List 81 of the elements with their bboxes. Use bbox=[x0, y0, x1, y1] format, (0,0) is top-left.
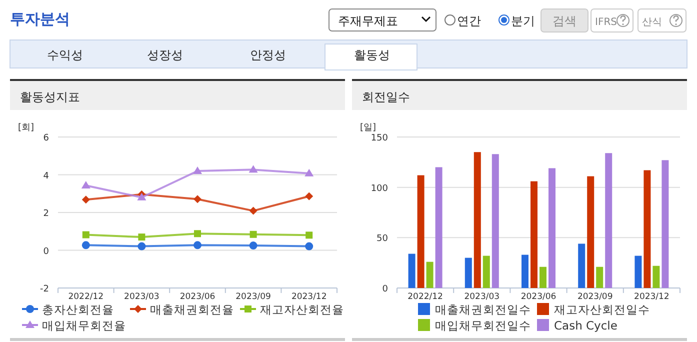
bar bbox=[578, 244, 586, 288]
y-axis-title: [회] bbox=[18, 123, 34, 133]
point bbox=[193, 166, 202, 174]
text: 연간 bbox=[457, 14, 481, 28]
x-tick-label: 2023/06 bbox=[520, 292, 556, 302]
bar bbox=[587, 176, 594, 288]
text: IFRS bbox=[595, 17, 617, 28]
bar bbox=[426, 262, 434, 288]
point bbox=[305, 242, 314, 250]
y-tick-label: 4 bbox=[43, 171, 50, 182]
y-tick-label: 2 bbox=[43, 209, 49, 219]
x-tick-label: 2023/12 bbox=[634, 292, 670, 302]
point bbox=[138, 242, 146, 250]
x-tick-label: 2023/03 bbox=[464, 292, 500, 302]
text: 활동성 bbox=[354, 48, 390, 62]
y-tick-label: 6 bbox=[43, 134, 50, 144]
bar bbox=[492, 154, 499, 288]
point bbox=[194, 230, 201, 238]
point bbox=[82, 231, 90, 238]
text: 성장성 bbox=[147, 48, 183, 62]
y-tick-label: 100 bbox=[370, 184, 388, 194]
bar bbox=[464, 258, 472, 288]
text: 투자분석 bbox=[10, 10, 70, 28]
y-tick-label: 50 bbox=[376, 234, 388, 244]
x-tick-label: 2023/03 bbox=[124, 292, 160, 302]
bar bbox=[530, 181, 538, 288]
text: 주재무제표 bbox=[338, 14, 398, 28]
bar bbox=[634, 256, 642, 288]
bar bbox=[662, 160, 669, 288]
bar bbox=[548, 168, 556, 288]
text: 수익성 bbox=[47, 48, 83, 62]
point bbox=[305, 192, 314, 200]
text: 분기 bbox=[511, 14, 535, 28]
point bbox=[306, 232, 313, 239]
bar bbox=[474, 152, 481, 288]
bar bbox=[417, 175, 424, 288]
chart-title: 활동성지표 bbox=[20, 90, 80, 104]
x-tick-label: 2022/12 bbox=[68, 292, 104, 302]
legend-label: 매입채무회전율 bbox=[42, 318, 126, 332]
x-tick-label: 2023/06 bbox=[180, 292, 216, 302]
text: 산식 bbox=[642, 17, 662, 28]
point bbox=[82, 196, 90, 204]
bar bbox=[408, 254, 416, 288]
bar bbox=[596, 266, 604, 288]
legend-label: Cash Cycle bbox=[554, 318, 618, 332]
point bbox=[194, 195, 202, 204]
legend-label: 총자산회전율 bbox=[42, 302, 114, 316]
point bbox=[81, 181, 90, 189]
bar bbox=[644, 170, 651, 288]
x-tick-label: 2022/12 bbox=[408, 292, 443, 302]
text: 안정성 bbox=[250, 48, 286, 62]
y-axis-title: [일] bbox=[360, 123, 376, 133]
y-tick-label: 0 bbox=[382, 284, 388, 294]
legend-label: 매입채무회전일수 bbox=[435, 318, 531, 332]
x-tick-label: 2023/09 bbox=[236, 292, 271, 302]
point bbox=[82, 241, 90, 250]
bar bbox=[605, 153, 612, 288]
y-tick-label: 150 bbox=[370, 134, 388, 144]
legend-label: 재고자산회전율 bbox=[260, 302, 344, 316]
bar bbox=[522, 254, 528, 288]
point bbox=[138, 234, 146, 241]
bar bbox=[435, 167, 442, 288]
legend-label: 재고자산회전일수 bbox=[554, 302, 650, 316]
point bbox=[249, 206, 258, 215]
point bbox=[249, 242, 258, 250]
bar bbox=[482, 256, 490, 288]
point bbox=[194, 241, 202, 250]
y-tick-label: -2 bbox=[40, 284, 49, 294]
x-tick-label: 2023/12 bbox=[291, 292, 327, 302]
x-tick-label: 2023/09 bbox=[577, 292, 613, 302]
chart-title: 회전일수 bbox=[362, 90, 410, 104]
legend-label: 매출채권회전일수 bbox=[435, 302, 531, 316]
bar bbox=[652, 266, 660, 288]
y-tick-label: 0 bbox=[43, 246, 50, 257]
point bbox=[137, 192, 146, 200]
legend-label: 매출채권회전율 bbox=[150, 302, 234, 316]
point bbox=[248, 165, 258, 173]
text: 검색 bbox=[552, 14, 576, 28]
point bbox=[250, 230, 257, 238]
bar bbox=[540, 266, 546, 288]
point bbox=[304, 168, 314, 176]
